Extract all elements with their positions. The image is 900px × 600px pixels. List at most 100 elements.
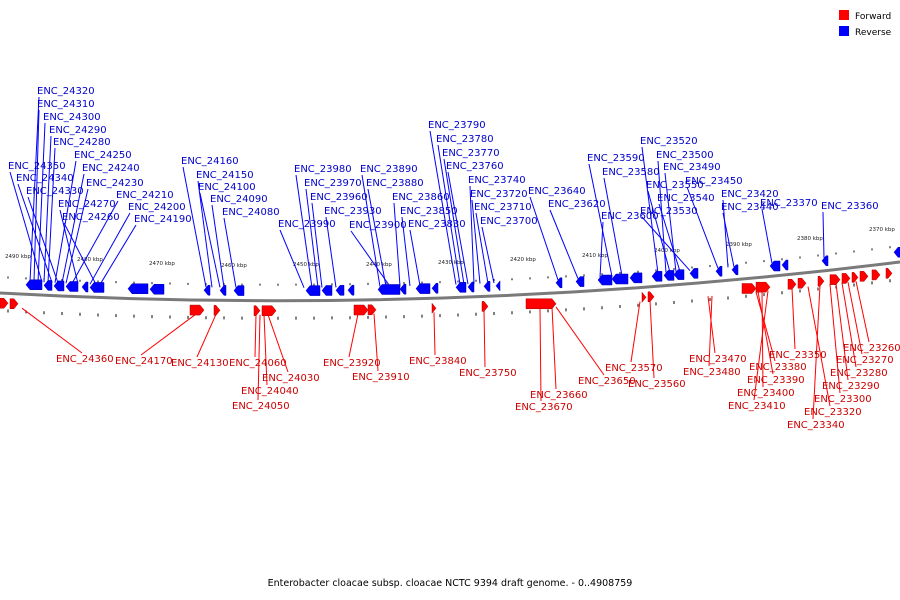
- reverse-gene-label: ENC_24280: [53, 137, 111, 148]
- reverse-gene-label: ENC_24340: [16, 173, 74, 184]
- gene-leader: [847, 282, 863, 355]
- forward-gene-label: ENC_23840: [409, 356, 467, 367]
- reverse-gene-label: ENC_23930: [324, 206, 382, 217]
- reverse-gene-arrow: [127, 283, 149, 295]
- gene-leader: [196, 314, 217, 358]
- gene-leader: [367, 188, 387, 287]
- reverse-gene-arrow: [431, 282, 439, 294]
- forward-gene-label: ENC_23280: [830, 368, 888, 379]
- gene-leader: [841, 282, 857, 368]
- legend-forward-swatch: [839, 10, 849, 20]
- gene-leader: [33, 109, 40, 282]
- gene-leader: [603, 177, 623, 276]
- gene-leader: [182, 166, 207, 288]
- gene-leader: [555, 306, 605, 376]
- reverse-gene-label: ENC_24230: [86, 178, 144, 189]
- gene-leader: [551, 307, 557, 390]
- gene-leader: [469, 185, 475, 284]
- gene-leader: [409, 229, 421, 286]
- reverse-gene-label: ENC_23760: [446, 161, 504, 172]
- forward-gene-label: ENC_23670: [515, 402, 573, 413]
- reverse-gene-label: ENC_24250: [74, 150, 132, 161]
- reverse-gene-label: ENC_23990: [278, 219, 336, 230]
- gene-leader: [350, 230, 391, 287]
- forward-gene-label: ENC_23390: [747, 375, 805, 386]
- genome-backbone: [0, 260, 900, 303]
- forward-gene-label: ENC_23470: [689, 354, 747, 365]
- gene-leader: [761, 208, 773, 264]
- gene-leader: [807, 286, 831, 407]
- tick-label: 2460 kbp: [221, 263, 247, 269]
- gene-leader: [21, 307, 83, 354]
- gene-leader: [475, 212, 489, 284]
- reverse-gene-label: ENC_23770: [442, 148, 500, 159]
- reverse-gene-label: ENC_23420: [721, 189, 779, 200]
- reverse-gene-label: ENC_24300: [43, 112, 101, 123]
- gene-leader: [99, 224, 137, 285]
- reverse-gene-label: ENC_23600: [601, 211, 659, 222]
- reverse-gene-label: ENC_23640: [528, 186, 586, 197]
- gene-leader: [43, 135, 52, 283]
- reverse-gene-label: ENC_24150: [196, 170, 254, 181]
- gene-leader: [641, 216, 691, 272]
- legend-reverse-swatch: [839, 26, 849, 36]
- forward-gene-label: ENC_23660: [530, 390, 588, 401]
- gene-leader: [471, 199, 481, 284]
- reverse-gene-label: ENC_24100: [198, 182, 256, 193]
- forward-gene-arrow: [213, 305, 221, 316]
- gene-leader: [549, 209, 579, 279]
- gene-leader: [267, 314, 289, 373]
- legend-forward-label: Forward: [855, 12, 891, 22]
- reverse-gene-arrow: [347, 284, 355, 296]
- forward-gene-arrow: [817, 275, 825, 287]
- forward-gene-label: ENC_24360: [56, 354, 114, 365]
- reverse-gene-label: ENC_24290: [49, 125, 107, 136]
- reverse-gene-label: ENC_24260: [62, 212, 120, 223]
- gene-leader: [325, 216, 337, 288]
- forward-gene-arrow: [367, 304, 377, 316]
- reverse-gene-label: ENC_24200: [128, 202, 186, 213]
- reverse-gene-label: ENC_23720: [470, 189, 528, 200]
- reverse-gene-arrow: [629, 272, 643, 284]
- reverse-gene-label: ENC_23440: [721, 202, 779, 213]
- reverse-gene-arrow: [663, 270, 675, 281]
- forward-gene-arrow: [859, 271, 869, 282]
- forward-gene-label: ENC_23380: [749, 362, 807, 373]
- reverse-gene-arrow: [597, 274, 613, 286]
- reverse-gene-label: ENC_23860: [392, 192, 450, 203]
- gene-leader: [647, 190, 671, 273]
- forward-gene-arrow: [9, 298, 19, 310]
- gene-leader: [658, 203, 681, 272]
- forward-gene-arrow: [871, 269, 881, 281]
- reverse-gene-label: ENC_23830: [408, 219, 466, 230]
- gene-leader: [443, 158, 465, 285]
- reverse-gene-arrows: [25, 246, 900, 296]
- reverse-gene-arrow: [495, 280, 501, 292]
- reverse-gene-label: ENC_24090: [210, 194, 268, 205]
- forward-gene-label: ENC_23750: [459, 368, 517, 379]
- tick-label: 2390 kbp: [726, 242, 752, 248]
- kbp-ticks: 2490 kbp 2480 kbp 2470 kbp 2460 kbp 2450 kbp…: [5, 227, 895, 320]
- gene-leader: [664, 172, 677, 272]
- legend-reverse-label: Reverse: [855, 28, 892, 38]
- tick-label: 2380 kbp: [797, 236, 823, 242]
- reverse-gene-arrow: [651, 271, 663, 282]
- reverse-gene-arrow: [689, 268, 699, 279]
- gene-leader: [348, 313, 359, 358]
- reverse-gene-arrow: [399, 283, 407, 295]
- reverse-gene-label: ENC_24320: [37, 86, 95, 97]
- reverse-gene-label: ENC_23520: [640, 136, 698, 147]
- reverse-gene-label: ENC_23890: [360, 164, 418, 175]
- reverse-gene-arrow: [483, 281, 491, 292]
- reverse-gene-label: ENC_23500: [656, 150, 714, 161]
- reverse-gene-arrow: [335, 285, 345, 296]
- reverse-gene-label: ENC_23540: [657, 193, 715, 204]
- reverse-gene-arrow: [233, 285, 245, 296]
- reverse-gene-label: ENC_24210: [116, 190, 174, 201]
- reverse-gene-label: ENC_23880: [366, 178, 424, 189]
- reverse-gene-arrow: [575, 276, 585, 287]
- gene-leader: [401, 216, 411, 287]
- tick-label: 2370 kbp: [869, 227, 895, 233]
- reverse-gene-label: ENC_23450: [685, 176, 743, 187]
